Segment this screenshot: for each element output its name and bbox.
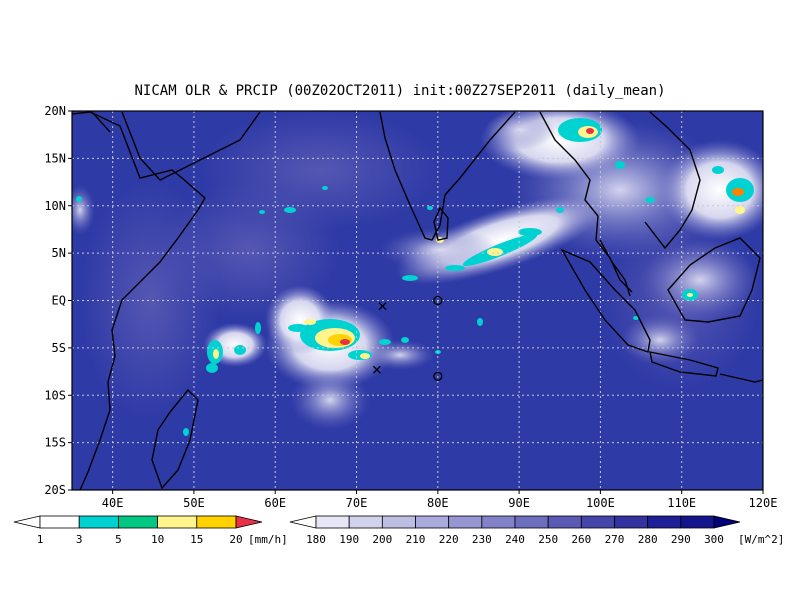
- coast-arabia: [121, 111, 261, 181]
- olr-colorbar: 180 190 200 210 220 230 240 250 260 270 280 290 300 […: [289, 515, 784, 546]
- coast-borneo: [667, 237, 761, 323]
- colorbar-low-arrow: [289, 515, 317, 529]
- colorbar-swatch: [580, 515, 615, 529]
- lon-tick-label: 110E: [667, 496, 696, 510]
- lon-tick-label: 100E: [586, 496, 615, 510]
- lon-tick-label: 90E: [508, 496, 530, 510]
- colorbar-tick-label: 250: [538, 533, 558, 546]
- colorbar-swatch: [514, 515, 549, 529]
- coast-sumatra: [560, 248, 651, 353]
- coast-java: [649, 351, 719, 377]
- colorbar-tick-label: 290: [671, 533, 691, 546]
- lat-tick-label: 15N: [44, 151, 66, 165]
- colorbar-swatch: [157, 515, 198, 529]
- colorbar-swatch: [647, 515, 682, 529]
- precip-bay-band: [402, 228, 542, 281]
- coast-red-sea-west: [91, 111, 111, 133]
- colorbar-tick-label: 180: [306, 533, 326, 546]
- lon-tick-label: 80E: [427, 496, 449, 510]
- colorbar-high-arrow: [713, 515, 741, 529]
- colorbar-tick-label: 15: [190, 533, 203, 546]
- lat-tick-label: 20S: [44, 483, 66, 497]
- lat-tick-label: 10S: [44, 388, 66, 402]
- colorbar-swatch: [348, 515, 383, 529]
- latitude-tick-labels: 20N 15N 10N 5N EQ 5S 10S 15S 20S: [44, 104, 66, 497]
- coast-madagascar: [151, 388, 199, 490]
- colorbar-tick-label: 300: [704, 533, 724, 546]
- axis-tick-marks: [68, 110, 764, 494]
- colorbar-low-arrow: [13, 515, 41, 529]
- colorbar-unit: [W/m^2]: [738, 533, 784, 546]
- coastlines: [72, 111, 763, 490]
- colorbar-swatch: [381, 515, 416, 529]
- lat-tick-label: EQ: [52, 294, 66, 308]
- colorbar-swatch: [415, 515, 450, 529]
- coast-islands-east: [719, 373, 763, 383]
- coast-malay-peninsula: [599, 239, 631, 297]
- colorbar-swatch: [118, 515, 159, 529]
- coast-africa-horn: [72, 111, 206, 490]
- colorbar-swatch: [448, 515, 483, 529]
- colorbar-tick-label: 5: [115, 533, 122, 546]
- lat-tick-label: 15S: [44, 436, 66, 450]
- precip-northeast-clusters: [558, 118, 754, 301]
- map-markers: [372, 295, 443, 381]
- lat-tick-label: 5N: [52, 246, 66, 260]
- coast-indochina: [644, 111, 701, 250]
- colorbar-swatch: [614, 515, 649, 529]
- colorbar-tick-label: 270: [605, 533, 625, 546]
- map-gridlines: [72, 111, 763, 490]
- colorbar-tick-label: 260: [571, 533, 591, 546]
- colorbar-swatch: [481, 515, 516, 529]
- colorbar-swatch: [680, 515, 715, 529]
- colorbar-high-arrow: [235, 515, 263, 529]
- colorbar-swatch: [39, 515, 80, 529]
- circle-marker: [433, 371, 443, 381]
- circle-marker: [433, 295, 443, 306]
- precip-scattered: [76, 186, 639, 436]
- colorbar-tick-label: 200: [372, 533, 392, 546]
- colorbar-tick-label: 230: [472, 533, 492, 546]
- precip-cyclone-cluster: [288, 319, 372, 360]
- colorbar-unit: [mm/h]: [248, 533, 288, 546]
- map-panel: [72, 111, 763, 490]
- colorbar-swatch: [196, 515, 237, 529]
- colorbar-tick-label: 1: [37, 533, 44, 546]
- coast-sri-lanka: [433, 206, 449, 241]
- lat-tick-label: 20N: [44, 104, 66, 118]
- precipitation-cells: [76, 118, 754, 436]
- longitude-tick-labels: 40E 50E 60E 70E 80E 90E 100E 110E 120E: [102, 496, 778, 510]
- colorbar-swatch: [315, 515, 350, 529]
- colorbar-swatch: [78, 515, 119, 529]
- colorbar-tick-label: 190: [339, 533, 359, 546]
- lat-tick-label: 5S: [52, 341, 66, 355]
- colorbar-tick-label: 20: [229, 533, 242, 546]
- colorbar-tick-label: 10: [151, 533, 164, 546]
- colorbar-tick-label: 280: [638, 533, 658, 546]
- lon-tick-label: 70E: [346, 496, 368, 510]
- coast-india: [379, 111, 516, 241]
- precipitation-colorbar: 1 3 5 10 15 20 [mm/h]: [13, 515, 288, 546]
- lon-tick-label: 60E: [264, 496, 286, 510]
- lon-tick-label: 120E: [749, 496, 778, 510]
- lon-tick-label: 40E: [102, 496, 124, 510]
- colorbar-swatch: [547, 515, 582, 529]
- lon-tick-label: 50E: [183, 496, 205, 510]
- colorbar-tick-label: 210: [406, 533, 426, 546]
- lat-tick-label: 10N: [44, 199, 66, 213]
- colorbar-tick-label: 3: [76, 533, 83, 546]
- cross-marker: [378, 302, 387, 311]
- colorbar-tick-label: 240: [505, 533, 525, 546]
- coast-myanmar-thai: [539, 111, 633, 293]
- colorbar-tick-label: 220: [439, 533, 459, 546]
- cross-marker: [372, 365, 381, 374]
- figure-title: NICAM OLR & PRCIP (00Z02OCT2011) init:00…: [134, 83, 665, 99]
